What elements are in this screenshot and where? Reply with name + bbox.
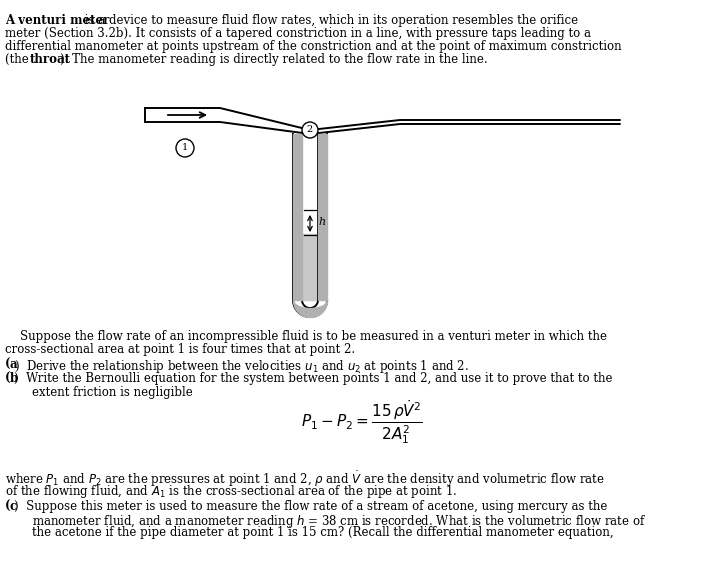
- Text: )  Write the Bernoulli equation for the system between points 1 and 2, and use i: ) Write the Bernoulli equation for the s…: [14, 372, 613, 385]
- Text: c: c: [9, 500, 17, 513]
- Text: 1: 1: [182, 144, 188, 153]
- Text: )  Suppose this meter is used to measure the flow rate of a stream of acetone, u: ) Suppose this meter is used to measure …: [14, 500, 608, 513]
- Text: (: (: [5, 358, 10, 371]
- Text: (the: (the: [5, 53, 33, 66]
- Text: manometer fluid, and a manometer reading $h$ = 38 cm is recorded. What is the vo: manometer fluid, and a manometer reading…: [32, 513, 646, 530]
- Text: h: h: [318, 217, 325, 227]
- Text: differential manometer at points upstream of the constriction and at the point o: differential manometer at points upstrea…: [5, 40, 621, 53]
- Text: )  Derive the relationship between the velocities $u_1$ and $u_2$ at points 1 an: ) Derive the relationship between the ve…: [14, 358, 469, 375]
- Text: Suppose the flow rate of an incompressible fluid is to be measured in a venturi : Suppose the flow rate of an incompressib…: [5, 330, 607, 343]
- Text: meter (Section 3.2b). It consists of a tapered constriction in a line, with pres: meter (Section 3.2b). It consists of a t…: [5, 27, 591, 40]
- Text: of the flowing fluid, and $A_1$ is the cross-sectional area of the pipe at point: of the flowing fluid, and $A_1$ is the c…: [5, 483, 457, 500]
- Text: 2: 2: [307, 126, 313, 134]
- Text: extent friction is negligible: extent friction is negligible: [32, 386, 193, 399]
- Text: a: a: [9, 358, 17, 371]
- Text: the acetone if the pipe diameter at point 1 is 15 cm? (Recall the differential m: the acetone if the pipe diameter at poin…: [32, 526, 613, 539]
- Text: $P_1 - P_2 = \dfrac{15\,\rho\dot{V}^2}{2A_1^2}$: $P_1 - P_2 = \dfrac{15\,\rho\dot{V}^2}{2…: [301, 398, 423, 446]
- Text: where $P_1$ and $P_2$ are the pressures at point 1 and 2, $\rho$ and $\dot{V}$ a: where $P_1$ and $P_2$ are the pressures …: [5, 470, 605, 490]
- Text: is a device to measure fluid flow rates, which in its operation resembles the or: is a device to measure fluid flow rates,…: [80, 14, 578, 27]
- Text: b: b: [9, 372, 17, 385]
- Text: ). The manometer reading is directly related to the flow rate in the line.: ). The manometer reading is directly rel…: [60, 53, 488, 66]
- Circle shape: [302, 122, 318, 138]
- Text: (: (: [5, 372, 10, 385]
- Text: throat: throat: [30, 53, 71, 66]
- Text: cross-sectional area at point 1 is four times that at point 2.: cross-sectional area at point 1 is four …: [5, 343, 355, 356]
- Circle shape: [176, 139, 194, 157]
- Text: A venturi meter: A venturi meter: [5, 14, 109, 27]
- Text: (: (: [5, 500, 10, 513]
